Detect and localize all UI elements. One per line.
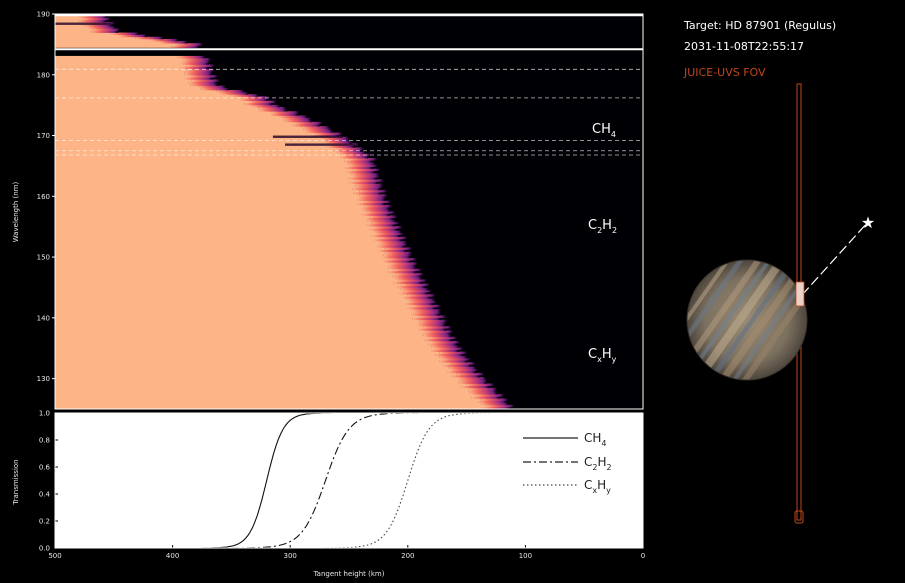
top-y-ticks: 130 140 150 160 170 180 190 [37, 11, 55, 384]
fov-label: JUICE-UVS FOV [683, 66, 766, 79]
bottom-y-tick-label: 1.0 [39, 410, 50, 418]
bottom-x-tick-label: 0 [641, 552, 645, 560]
transmission-background [55, 413, 643, 548]
bottom-x-axis-label: Tangent height (km) [313, 570, 385, 578]
star-trajectory [802, 222, 868, 295]
bottom-x-tick-label: 400 [166, 552, 179, 560]
target-title: Target: HD 87901 (Regulus) [683, 19, 836, 32]
bottom-y-tick-label: 0.2 [39, 518, 50, 526]
geometry-panel: Target: HD 87901 (Regulus) 2031-11-08T22… [666, 19, 875, 523]
timestamp: 2031-11-08T22:55:17 [684, 40, 804, 53]
occultation-marker [796, 282, 804, 306]
top-y-tick-label: 190 [37, 11, 50, 19]
heatmap-row-edge [177, 56, 205, 59]
absorption-streak [273, 136, 343, 138]
bottom-y-axis-label: Transmission [12, 459, 20, 505]
top-y-tick-label: 180 [37, 71, 50, 79]
top-y-tick-label: 140 [37, 314, 50, 322]
heatmap-row-core [55, 56, 177, 59]
fov-end-marker [795, 511, 803, 523]
top-y-tick-label: 160 [37, 193, 50, 201]
absorption-streak [41, 23, 111, 25]
absorption-streak [285, 143, 355, 145]
bottom-x-tick-label: 100 [519, 552, 532, 560]
bottom-x-tick-label: 200 [401, 552, 414, 560]
bottom-y-tick-label: 0.6 [39, 464, 51, 472]
star-icon: ★ [861, 213, 875, 232]
bottom-x-tick-label: 500 [48, 552, 61, 560]
bottom-y-tick-label: 0.8 [39, 437, 50, 445]
top-y-tick-label: 130 [37, 375, 50, 383]
bottom-y-tick-label: 0.4 [39, 491, 51, 499]
top-y-axis-label: Wavelength (nm) [12, 181, 20, 242]
top-y-tick-label: 170 [37, 132, 50, 140]
jupiter-disk [666, 230, 818, 395]
bottom-x-tick-label: 300 [284, 552, 297, 560]
top-y-tick-label: 150 [37, 254, 50, 262]
